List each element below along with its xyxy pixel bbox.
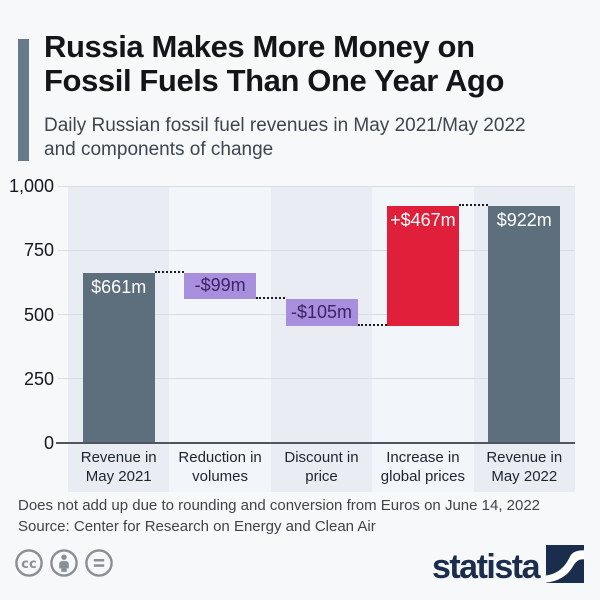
bar-revenue-in-may-2022: $922m xyxy=(488,206,561,443)
gridline xyxy=(58,185,575,187)
bar-value-label: +$467m xyxy=(390,209,456,230)
y-axis-tick-label: 750 xyxy=(23,240,54,261)
source-line: Source: Center for Research on Energy an… xyxy=(18,518,376,535)
title-accent-bar xyxy=(18,39,29,161)
y-axis-tick-label: 1,000 xyxy=(8,176,54,196)
bar-discount-in-price: -$105m xyxy=(285,298,358,326)
connector-line xyxy=(154,271,185,274)
bar-reduction-in-volumes: -$99m xyxy=(184,273,257,299)
bar-value-label: $661m xyxy=(91,277,147,298)
column-band xyxy=(169,186,271,492)
svg-text:cc: cc xyxy=(21,557,36,572)
bar-value-label: $922m xyxy=(496,210,552,231)
x-axis-category-label: Revenue in May 2021 xyxy=(80,449,157,485)
chart-subtitle: Daily Russian fossil fuel revenues in Ma… xyxy=(44,115,526,160)
gridline xyxy=(58,378,575,380)
statista-logo-mark xyxy=(546,545,584,583)
license-icons: cc xyxy=(14,548,114,578)
attribution-icon xyxy=(50,549,78,577)
connector-line xyxy=(256,296,286,299)
x-axis-category-label: Revenue in May 2022 xyxy=(486,449,563,485)
waterfall-chart: 1,000 750 500 250 0 $661m -$99m -$105m +$467m $92… xyxy=(0,176,600,492)
connector-line xyxy=(458,203,489,206)
connector-line xyxy=(357,323,387,326)
x-axis-category-label: Reduction in volumes xyxy=(178,449,262,485)
bar-increase-in-global-prices: +$467m xyxy=(386,205,459,326)
bar-value-label: -$99m xyxy=(194,275,246,296)
gridline xyxy=(58,249,575,251)
statista-logo: statista xyxy=(431,545,584,586)
bar-value-label: -$105m xyxy=(290,301,353,322)
x-axis-category-label: Increase in global prices xyxy=(380,449,465,485)
cc-license-icon: cc xyxy=(15,549,43,577)
footnote: Does not add up due to rounding and conv… xyxy=(18,497,541,514)
chart-title: Russia Makes More Money on Fossil Fuels … xyxy=(44,29,505,98)
y-axis-tick-label: 0 xyxy=(43,433,54,453)
y-axis-tick-label: 500 xyxy=(23,304,54,325)
column-band xyxy=(270,186,373,492)
x-axis-category-label: Discount in price xyxy=(284,449,359,485)
no-derivatives-icon xyxy=(85,549,113,577)
statista-wordmark: statista xyxy=(431,548,541,586)
x-axis-line xyxy=(56,442,575,444)
bar-revenue-in-may-2021: $661m xyxy=(82,273,155,443)
y-axis-tick-label: 250 xyxy=(23,368,54,389)
